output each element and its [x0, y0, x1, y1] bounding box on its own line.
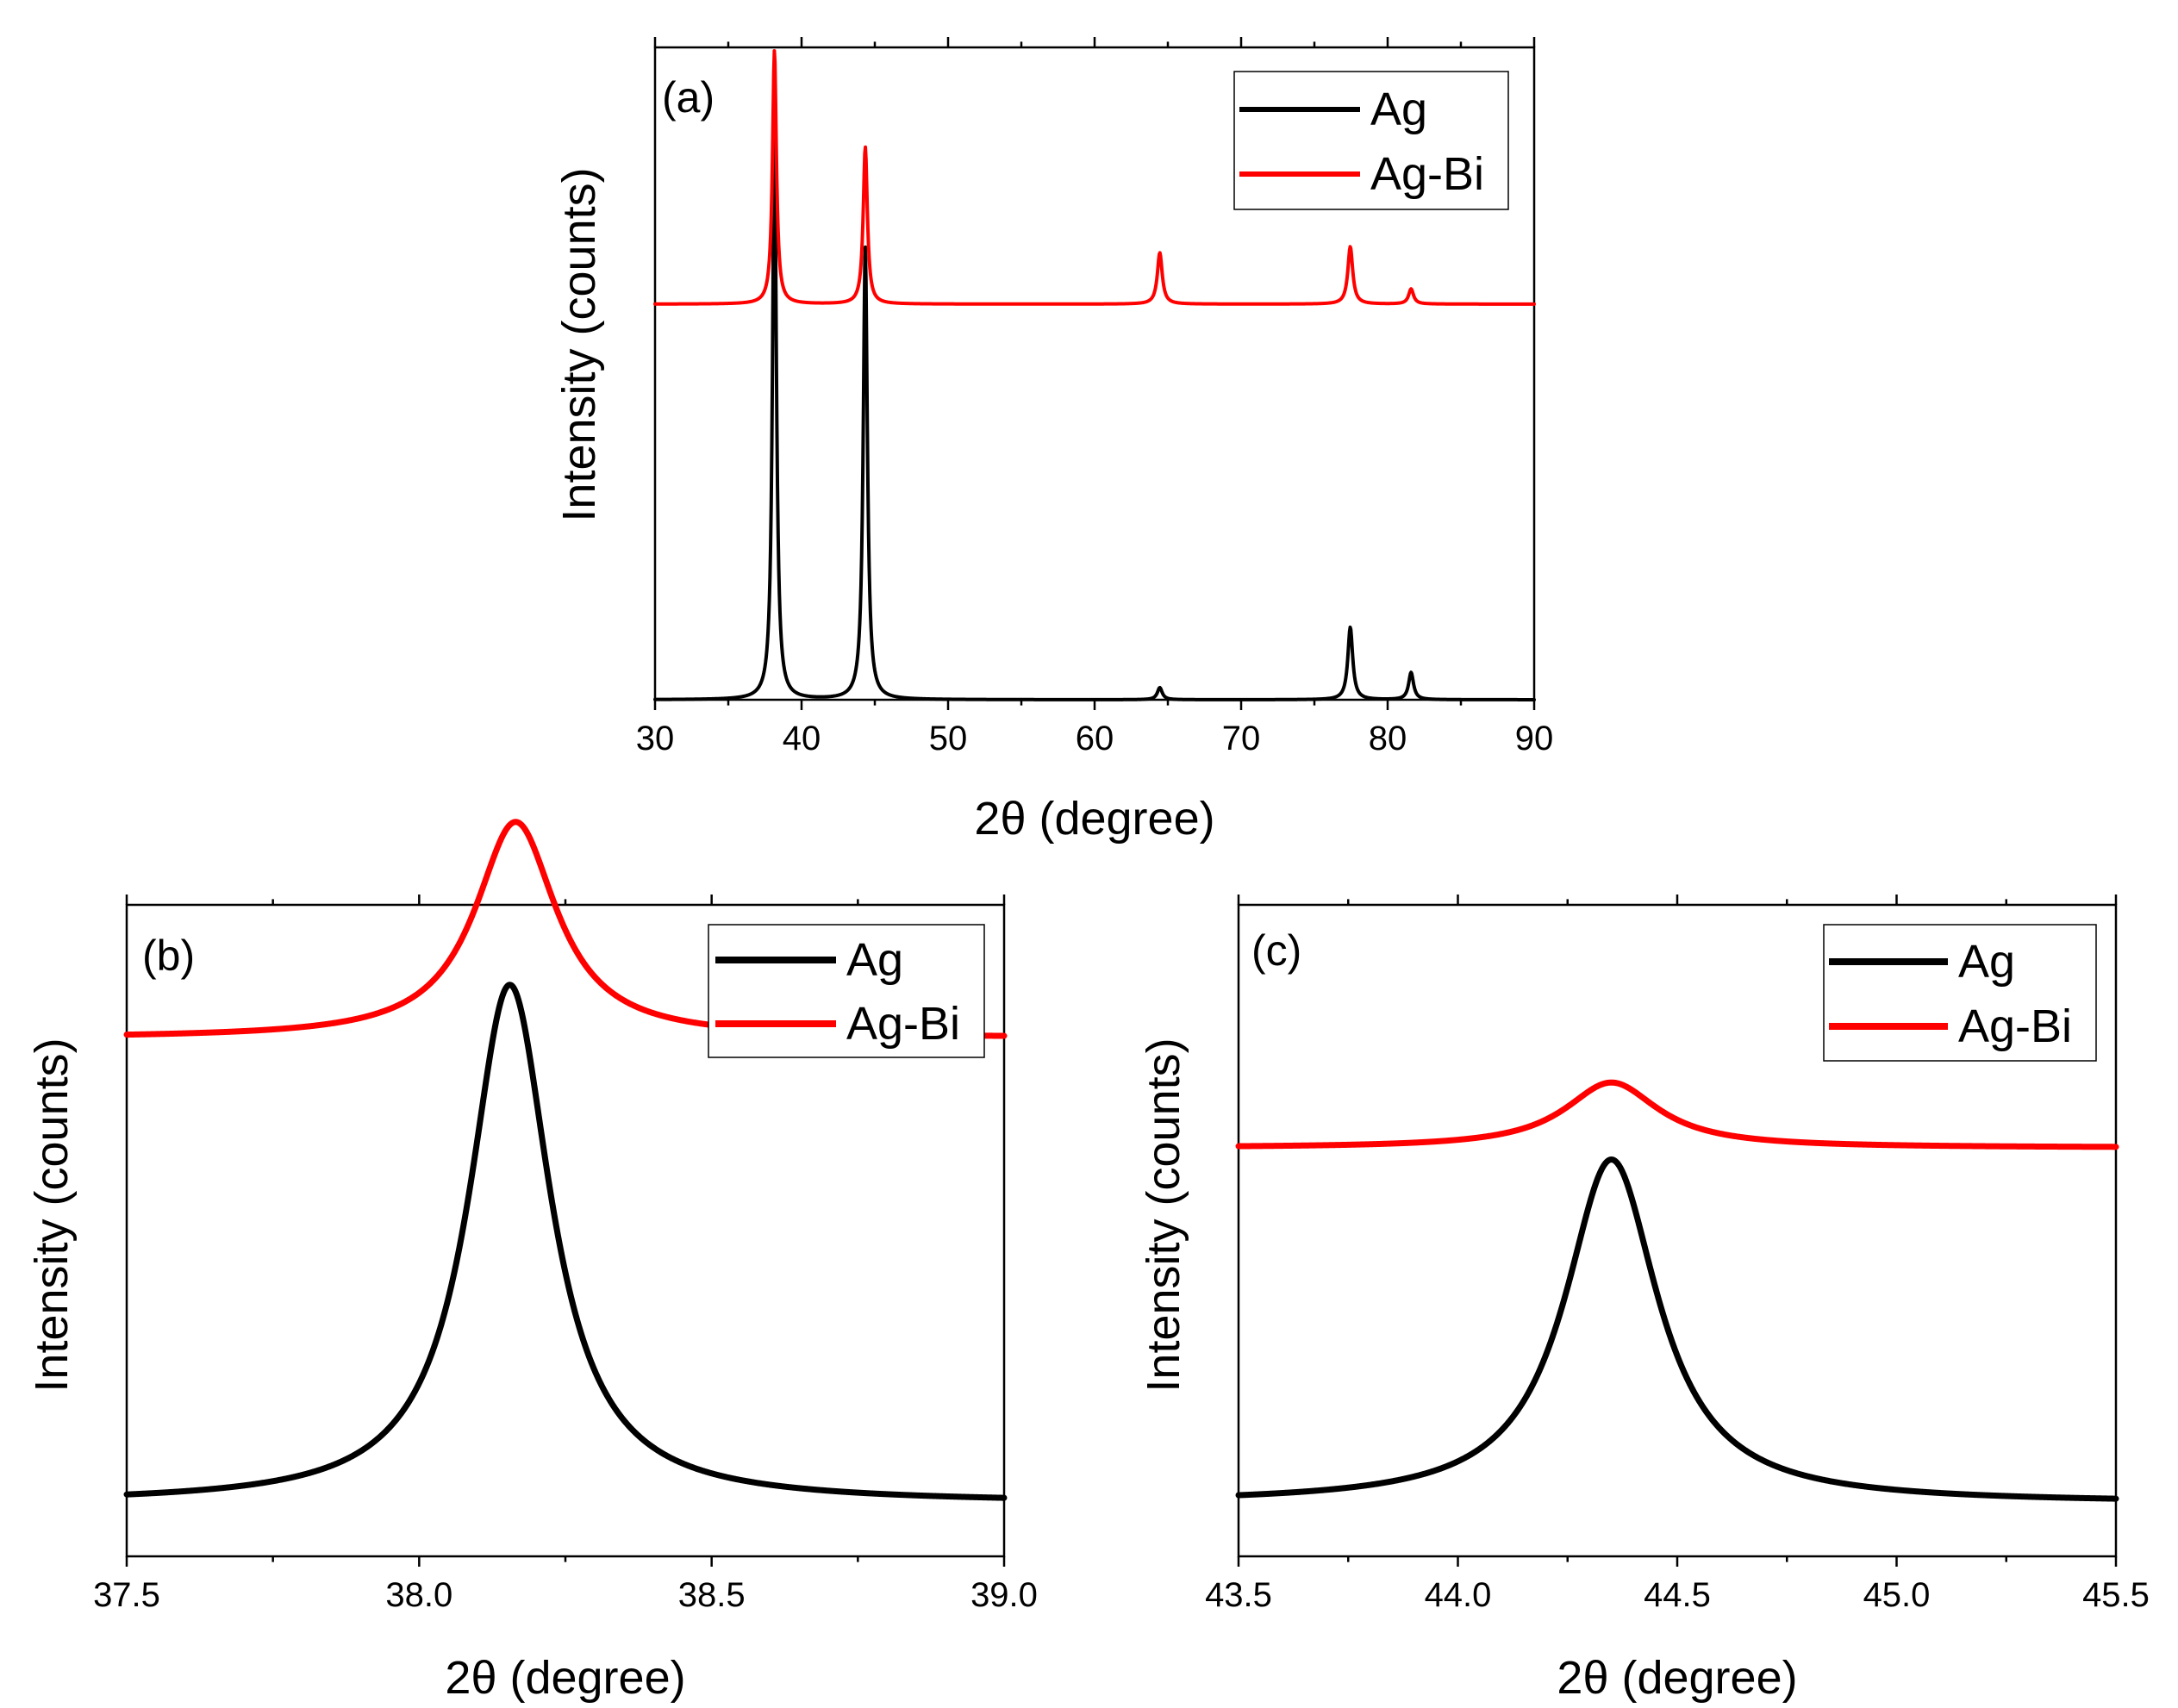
panel-c-x-tick-label: 44.0: [1425, 1576, 1492, 1614]
panel-b-legend: Ag Ag-Bi: [708, 924, 985, 1058]
panel-a-legend-box: [1233, 71, 1509, 210]
panel-a-legend-label-agbi: Ag-Bi: [1370, 148, 1484, 200]
panel-b-legend-label-ag: Ag: [846, 934, 903, 986]
panel-b-legend-label-agbi: Ag-Bi: [846, 998, 960, 1050]
panel-c-y-axis-title: Intensity (counts): [1138, 1038, 1189, 1392]
panel-b-ticks: [125, 895, 1006, 1567]
panel-b-label: (b): [142, 932, 195, 980]
panel-a-series-agbi-line: [653, 48, 1536, 306]
panel-a-legend: Ag Ag-Bi: [1233, 71, 1509, 210]
panel-b-x-axis-title: 2θ (degree): [445, 1652, 685, 1704]
panel-b: 37.5 38.0 38.5 39.0 (b) 2θ (degree) Intensi…: [26, 819, 1038, 1704]
panel-c-series-ag-line: [1235, 1156, 2119, 1502]
panel-a-x-tick-label: 80: [1369, 720, 1407, 757]
panel-a-series-ag-line: [653, 128, 1536, 701]
panel-c-series-agbi-line: [1235, 1079, 2119, 1150]
panel-b-x-tick-label: 39.0: [970, 1576, 1038, 1614]
panel-c-legend-box: [1823, 924, 2097, 1062]
panel-c: 43.5 44.0 44.5 45.0 45.5 (c) 2θ (degree) Int…: [1138, 895, 2150, 1704]
panel-c-legend-label-ag: Ag: [1958, 936, 2015, 988]
panel-a-series: [653, 48, 1536, 701]
panel-b-y-axis-title: Intensity (counts): [26, 1038, 78, 1392]
panel-b-series-ag-line: [123, 982, 1008, 1501]
panel-a: 30 40 50 60 70 80 90 (a) 2θ (degree) Intensity…: [553, 37, 1553, 845]
panel-c-x-tick-label: 43.5: [1205, 1576, 1272, 1614]
panel-c-x-tick-label: 45.5: [2082, 1576, 2150, 1614]
panel-a-x-tick-label: 50: [929, 720, 968, 757]
panel-a-ticks: [653, 37, 1536, 710]
panel-a-x-tick-label: 70: [1222, 720, 1261, 757]
panel-c-x-tick-label: 44.5: [1644, 1576, 1711, 1614]
panel-b-legend-box: [708, 924, 985, 1058]
panel-b-x-tick-label: 37.5: [93, 1576, 160, 1614]
panel-c-tick-labels: 43.5 44.0 44.5 45.0 45.5: [1205, 1576, 2150, 1614]
panel-b-x-tick-label: 38.5: [678, 1576, 746, 1614]
panel-a-y-axis-title: Intensity (counts): [553, 167, 605, 521]
panel-c-label: (c): [1251, 926, 1301, 975]
panel-a-x-tick-label: 90: [1515, 720, 1554, 757]
panel-a-legend-label-ag: Ag: [1370, 84, 1427, 135]
panel-a-x-tick-label: 60: [1076, 720, 1114, 757]
panel-b-tick-labels: 37.5 38.0 38.5 39.0: [93, 1576, 1038, 1614]
panel-c-legend: Ag Ag-Bi: [1823, 924, 2097, 1062]
panel-b-series: [123, 819, 1008, 1501]
panel-a-x-tick-label: 30: [636, 720, 675, 757]
panel-c-legend-label-agbi: Ag-Bi: [1958, 1000, 2072, 1052]
panel-c-x-tick-label: 45.0: [1863, 1576, 1931, 1614]
panel-a-x-tick-label: 40: [783, 720, 821, 757]
panel-c-x-axis-title: 2θ (degree): [1557, 1652, 1797, 1704]
panel-a-label: (a): [662, 73, 715, 122]
panel-b-x-tick-label: 38.0: [385, 1576, 452, 1614]
panel-a-tick-labels: 30 40 50 60 70 80 90: [636, 720, 1554, 757]
panel-a-x-axis-title: 2θ (degree): [974, 793, 1214, 845]
panel-c-series: [1235, 1079, 2119, 1502]
panel-c-ticks: [1237, 895, 2118, 1567]
